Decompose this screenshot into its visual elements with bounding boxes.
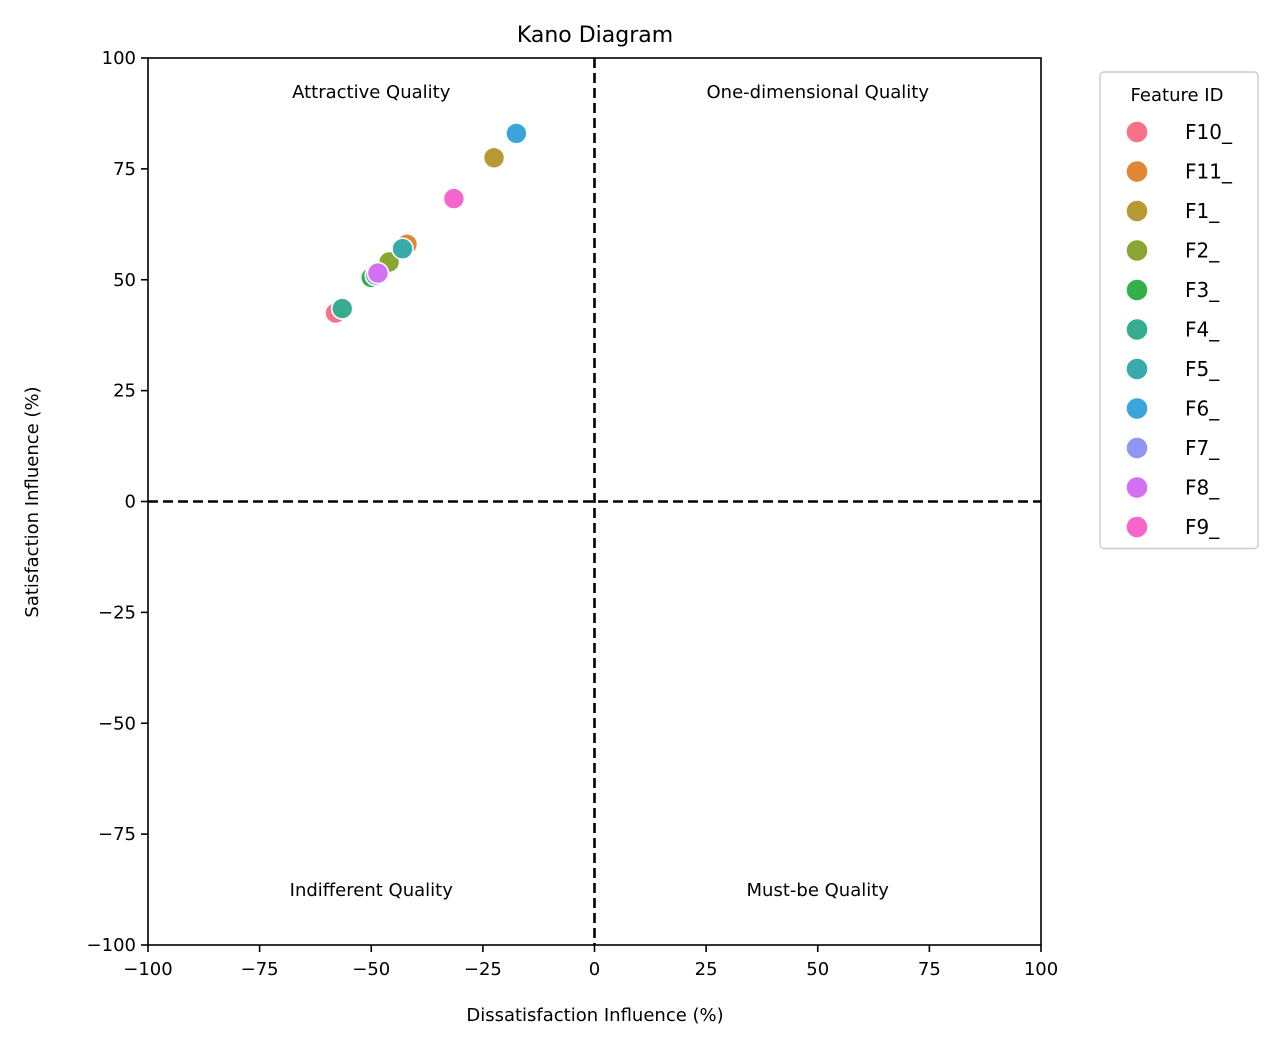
legend-label: F11_ — [1185, 160, 1233, 184]
y-tick-label: −75 — [98, 824, 136, 845]
y-tick-label: 50 — [113, 270, 136, 291]
x-tick-label: −100 — [123, 959, 172, 980]
x-tick-label: −50 — [352, 959, 390, 980]
legend-marker — [1125, 396, 1149, 421]
legend-label: F9_ — [1185, 515, 1220, 539]
y-tick-label: 100 — [102, 48, 136, 69]
quadrant-label: Must-be Quality — [747, 880, 890, 901]
data-point-f4 — [330, 297, 354, 320]
legend-marker — [1125, 317, 1149, 342]
legend-marker — [1125, 238, 1149, 263]
legend-label: F5_ — [1185, 357, 1220, 381]
legend-label: F4_ — [1185, 318, 1220, 342]
legend-label: F2_ — [1185, 239, 1220, 263]
quadrant-label: Attractive Quality — [292, 82, 451, 103]
y-tick-label: −50 — [98, 713, 136, 734]
legend-label: F1_ — [1185, 199, 1220, 223]
y-axis-label: Satisfaction Influence (%) — [22, 386, 43, 617]
plot-area: Attractive Quality One-dimensional Qualit… — [87, 48, 1059, 980]
legend-marker — [1125, 436, 1149, 460]
quadrant-label: Indifferent Quality — [290, 880, 454, 901]
x-tick-label: 0 — [589, 959, 600, 980]
y-tick-label: 0 — [125, 492, 136, 513]
data-point-f6 — [505, 122, 528, 145]
legend-box — [1099, 71, 1259, 550]
data-point-f5 — [391, 237, 414, 261]
chart-title: Kano Diagram — [517, 23, 673, 48]
legend-marker — [1125, 515, 1149, 539]
x-tick-label: 100 — [1024, 959, 1058, 980]
x-tick-label: 50 — [806, 959, 829, 980]
legend-label: F10_ — [1185, 120, 1233, 144]
legend-title: Feature ID — [1131, 85, 1224, 106]
data-point-f1 — [482, 146, 506, 170]
legend-label: F3_ — [1185, 278, 1220, 302]
y-tick-label: 25 — [113, 381, 136, 402]
legend-label: F8_ — [1185, 476, 1220, 500]
x-tick-label: 75 — [918, 959, 941, 980]
x-axis-label: Dissatisfaction Influence (%) — [466, 1005, 723, 1026]
legend: Feature ID F10_ F11_ F1_ F2_ F3_ F4_ F5_ F6_ F7_ F… — [1099, 71, 1259, 550]
x-tick-label: −25 — [464, 959, 502, 980]
x-tick-label: 25 — [695, 959, 718, 980]
legend-marker — [1125, 278, 1149, 302]
legend-marker — [1125, 199, 1149, 223]
y-tick-label: −100 — [87, 935, 136, 956]
legend-marker — [1125, 120, 1149, 144]
y-tick-label: −25 — [98, 602, 136, 623]
x-tick-label: −75 — [241, 959, 279, 980]
legend-marker — [1125, 357, 1149, 381]
legend-marker — [1125, 159, 1149, 184]
y-tick-label: 75 — [113, 159, 136, 180]
data-point-f8 — [366, 261, 390, 285]
legend-marker — [1125, 475, 1149, 500]
quadrant-label: One-dimensional Quality — [707, 82, 930, 103]
legend-label: F7_ — [1185, 436, 1220, 460]
legend-label: F6_ — [1185, 397, 1220, 421]
data-point-f9 — [442, 187, 466, 210]
